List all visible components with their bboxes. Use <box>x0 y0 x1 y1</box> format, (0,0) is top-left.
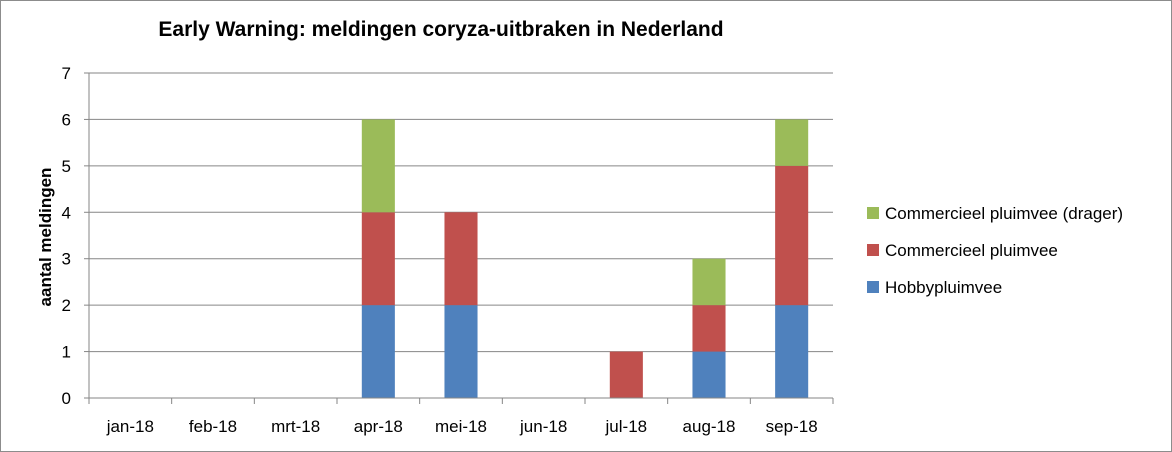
y-tick-label: 0 <box>62 389 71 408</box>
bar-aug-18-series-1 <box>692 305 726 352</box>
legend-swatch-2 <box>867 207 879 219</box>
bars <box>361 119 809 398</box>
bar-sep-18-series-0 <box>775 305 809 398</box>
x-tick-label-mei-18: mei-18 <box>435 417 487 436</box>
legend-label-2: Commercieel pluimvee (drager) <box>885 204 1123 223</box>
x-tick-label-mrt-18: mrt-18 <box>271 417 320 436</box>
bar-mei-18-series-1 <box>444 212 478 306</box>
y-axis-title: aantal meldingen <box>36 168 55 307</box>
y-tick-label: 1 <box>62 343 71 362</box>
bar-mei-18-series-0 <box>444 305 478 398</box>
bar-apr-18-series-2 <box>361 119 395 213</box>
bar-apr-18-series-1 <box>361 212 395 306</box>
y-tick-label: 2 <box>62 296 71 315</box>
x-tick-label-apr-18: apr-18 <box>354 417 403 436</box>
y-tick-label: 6 <box>62 110 71 129</box>
chart-title: Early Warning: meldingen coryza-uitbrake… <box>158 18 723 41</box>
x-tick-label-jul-18: jul-18 <box>605 417 648 436</box>
x-tick-label-aug-18: aug-18 <box>683 417 736 436</box>
y-tick-label: 7 <box>62 64 71 83</box>
legend-swatch-0 <box>867 281 879 293</box>
bar-sep-18-series-2 <box>775 119 809 166</box>
bar-jul-18-series-1 <box>609 351 643 398</box>
x-tick-label-jan-18: jan-18 <box>106 417 154 436</box>
legend-label-0: Hobbypluimvee <box>885 278 1002 297</box>
bar-apr-18-series-0 <box>361 305 395 398</box>
bar-aug-18-series-0 <box>692 351 726 398</box>
y-tick-label: 4 <box>62 203 71 222</box>
y-tick-label: 5 <box>62 157 71 176</box>
legend: Commercieel pluimvee (drager) Commercieel… <box>867 204 1123 297</box>
legend-label-1: Commercieel pluimvee <box>885 241 1058 260</box>
x-tick-label-sep-18: sep-18 <box>766 417 818 436</box>
x-tick-label-jun-18: jun-18 <box>519 417 567 436</box>
bar-aug-18-series-2 <box>692 258 726 306</box>
y-tick-label: 3 <box>62 250 71 269</box>
bar-sep-18-series-1 <box>775 165 809 306</box>
axes: 0 1 2 3 4 5 6 7 jan-18 feb-18 mrt-18 apr-18 mei-18 ju… <box>62 64 834 436</box>
x-tick-label-feb-18: feb-18 <box>189 417 237 436</box>
legend-swatch-1 <box>867 244 879 256</box>
